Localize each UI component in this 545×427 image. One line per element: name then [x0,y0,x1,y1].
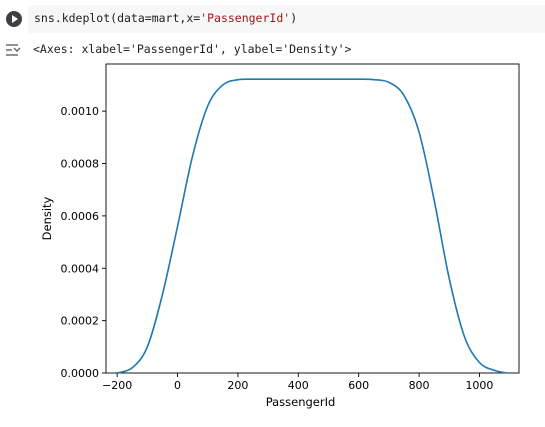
y-tick-label: 0.0004 [61,262,100,275]
output-collapse-icon[interactable] [5,42,23,56]
x-tick-label: 0 [174,379,181,392]
code-string-literal: 'PassengerId' [200,11,291,25]
x-tick-label: 800 [409,379,430,392]
x-tick-label: −200 [102,379,132,392]
code-line: sns.kdeplot(data=mart,x='PassengerId') [34,11,297,25]
y-tick-label: 0.0000 [61,367,100,380]
x-tick-label: 1000 [465,379,493,392]
x-tick-label: 400 [288,379,309,392]
y-tick-label: 0.0010 [61,105,100,118]
y-tick-label: 0.0006 [61,210,100,223]
y-tick-label: 0.0008 [61,158,100,171]
x-tick-label: 600 [348,379,369,392]
code-text-end: ) [290,11,298,25]
code-text: sns.kdeplot(data=mart,x= [34,11,201,25]
y-axis-title: Density [40,196,54,240]
y-tick-label: 0.0002 [61,315,100,328]
output-text: <Axes: xlabel='PassengerId', ylabel='Den… [33,42,352,56]
kde-density-line [116,78,507,374]
x-tick-label: 200 [227,379,248,392]
x-axis-title: PassengerId [266,395,336,409]
axes-frame [105,63,520,374]
run-cell-button[interactable] [6,11,22,27]
code-editor[interactable]: sns.kdeplot(data=mart,x='PassengerId') [28,5,545,33]
